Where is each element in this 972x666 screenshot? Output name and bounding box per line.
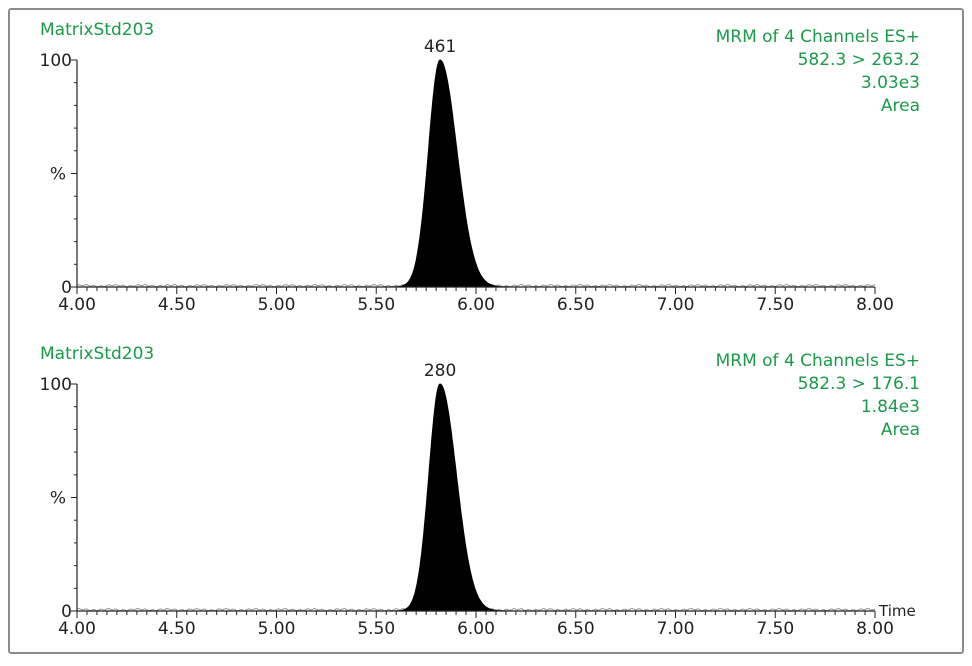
integration-type: Area <box>880 420 920 440</box>
y-axis-label: % <box>50 165 66 185</box>
channel-info: MRM of 4 Channels ES+ 582.3 > 263.2 3.03… <box>716 26 920 118</box>
peak-area <box>382 59 522 288</box>
channel-mode: MRM of 4 Channels ES+ <box>715 27 920 47</box>
peak-label: 461 <box>424 37 456 57</box>
x-tick-label: 5.00 <box>258 295 296 315</box>
chromatogram-frame: MatrixStd203 MRM of 4 Channels ES+ 582.3… <box>8 8 964 654</box>
x-tick-label: 8.00 <box>856 295 894 315</box>
x-tick-label: 7.00 <box>657 295 695 315</box>
x-tick-label: 7.00 <box>657 619 695 639</box>
sample-name: MatrixStd203 <box>40 20 155 40</box>
intensity-value: 3.03e3 <box>860 73 920 93</box>
x-tick-label: 4.00 <box>58 295 96 315</box>
x-tick-label: 6.50 <box>557 295 595 315</box>
mrm-transition: 582.3 > 263.2 <box>797 50 920 70</box>
x-tick-label: 6.00 <box>457 619 495 639</box>
x-tick-label: 6.00 <box>457 295 495 315</box>
x-tick-label: 4.50 <box>158 295 196 315</box>
x-tick-label: 6.50 <box>557 619 595 639</box>
x-tick-label: 5.00 <box>258 619 296 639</box>
intensity-value: 1.84e3 <box>860 397 920 417</box>
x-tick-label: 4.50 <box>158 619 196 639</box>
chromatogram-panel-2: MatrixStd203 MRM of 4 Channels ES+ 582.3… <box>10 344 962 666</box>
x-tick-label: 4.00 <box>58 619 96 639</box>
chromatogram-plot-1: 461 100 0% 4.00 4.50 5.00 5.50 6.00 6.50 7.00 7.50… <box>40 37 894 315</box>
sample-name: MatrixStd203 <box>40 344 155 364</box>
x-tick-label: 5.50 <box>357 295 395 315</box>
x-tick-label: 7.50 <box>756 619 794 639</box>
channel-mode: MRM of 4 Channels ES+ <box>715 351 920 371</box>
x-axis-label: Time <box>878 602 916 620</box>
chromatogram-panel-1: MatrixStd203 MRM of 4 Channels ES+ 582.3… <box>10 20 962 342</box>
integration-type: Area <box>880 96 920 116</box>
y-tick-label: 100 <box>40 51 72 71</box>
y-tick-label: 0 <box>61 602 72 622</box>
y-tick-label: 100 <box>40 375 72 395</box>
y-tick-label: 0 <box>61 278 72 298</box>
channel-info: MRM of 4 Channels ES+ 582.3 > 176.1 1.84… <box>716 350 920 442</box>
chromatogram-plot-2: 280 100 0% 4.00 4.50 5.00 5.50 6.00 6.50 7.00 7.50… <box>40 361 916 639</box>
peak-label: 280 <box>424 361 456 381</box>
x-tick-label: 5.50 <box>357 619 395 639</box>
x-tick-label: 8.00 <box>856 619 894 639</box>
x-tick-label: 7.50 <box>756 295 794 315</box>
peak-area <box>384 383 519 612</box>
y-axis-label: % <box>50 489 66 509</box>
mrm-transition: 582.3 > 176.1 <box>797 374 920 394</box>
